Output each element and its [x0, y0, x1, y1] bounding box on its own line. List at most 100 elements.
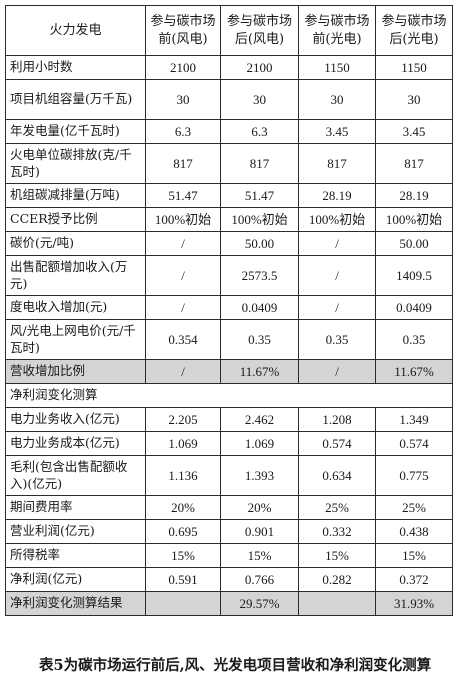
- table-cell: 1.136: [145, 455, 221, 496]
- table-row: 营业利润(亿元) 0.695 0.901 0.332 0.438: [5, 519, 453, 544]
- table-cell: 100%初始: [220, 207, 299, 232]
- table-row-highlight: 净利润变化测算结果 29.57% 31.93%: [5, 591, 453, 616]
- table-cell: 30: [145, 79, 221, 120]
- table-cell: /: [298, 295, 376, 320]
- table-cell: 2573.5: [220, 255, 299, 296]
- table-row: 净利润(亿元) 0.591 0.766 0.282 0.372: [5, 567, 453, 592]
- table-cell: 51.47: [220, 183, 299, 208]
- row-label: 营收增加比例: [5, 359, 146, 384]
- table-cell: 31.93%: [375, 591, 453, 616]
- row-label: 度电收入增加(元): [5, 295, 146, 320]
- table-cell: 1.208: [298, 407, 376, 432]
- table-row: 毛利(包含出售配额收入)(亿元) 1.136 1.393 0.634 0.775: [5, 455, 453, 496]
- table-cell: 100%初始: [375, 207, 453, 232]
- table-cell: 0.354: [145, 319, 221, 360]
- table-cell: 0.775: [375, 455, 453, 496]
- row-label: 期间费用率: [5, 495, 146, 520]
- table-row: 利用小时数 2100 2100 1150 1150: [5, 55, 453, 80]
- table-cell: 30: [220, 79, 299, 120]
- table-cell: 50.00: [375, 231, 453, 256]
- row-label: CCER授予比例: [5, 207, 146, 232]
- table-cell: 28.19: [298, 183, 376, 208]
- table-cell: [298, 591, 376, 616]
- row-label: 机组碳减排量(万吨): [5, 183, 146, 208]
- table-cell: 100%初始: [145, 207, 221, 232]
- row-label: 年发电量(亿千瓦时): [5, 119, 146, 144]
- table-cell: 1.069: [220, 431, 299, 456]
- table-cell: 2.205: [145, 407, 221, 432]
- table-cell: 3.45: [375, 119, 453, 144]
- row-label: 利用小时数: [5, 55, 146, 80]
- table-cell: 2100: [220, 55, 299, 80]
- row-label: 火电单位碳排放(克/千瓦时): [5, 143, 146, 184]
- row-label: 营业利润(亿元): [5, 519, 146, 544]
- table-cell: 11.67%: [375, 359, 453, 384]
- table-row: 度电收入增加(元) / 0.0409 / 0.0409: [5, 295, 453, 320]
- row-label: 所得税率: [5, 543, 146, 568]
- column-header: 参与碳市场前(风电): [145, 5, 221, 56]
- table-cell: /: [145, 295, 221, 320]
- table-cell: 11.67%: [220, 359, 299, 384]
- row-label: 风/光电上网电价(元/千瓦时): [5, 319, 146, 360]
- table-cell: 15%: [298, 543, 376, 568]
- table-cell: 6.3: [220, 119, 299, 144]
- table-cell: 0.282: [298, 567, 376, 592]
- table-cell: 0.634: [298, 455, 376, 496]
- table-cell: 100%初始: [298, 207, 376, 232]
- table-cell: 1150: [375, 55, 453, 80]
- row-label: 碳价(元/吨): [5, 231, 146, 256]
- table-row: CCER授予比例 100%初始 100%初始 100%初始 100%初始: [5, 207, 453, 232]
- table-cell: 0.574: [298, 431, 376, 456]
- table-cell: 30: [298, 79, 376, 120]
- table-cell: 0.35: [220, 319, 299, 360]
- row-label: 毛利(包含出售配额收入)(亿元): [5, 455, 146, 496]
- data-table: 火力发电 参与碳市场前(风电) 参与碳市场后(风电) 参与碳市场前(光电) 参与…: [5, 5, 453, 616]
- table-cell: 0.0409: [220, 295, 299, 320]
- table-cell: 25%: [298, 495, 376, 520]
- table-row: 项目机组容量(万千瓦) 30 30 30 30: [5, 79, 453, 120]
- table-cell: 1.349: [375, 407, 453, 432]
- table-cell: 25%: [375, 495, 453, 520]
- row-label: 电力业务成本(亿元): [5, 431, 146, 456]
- section-label: 净利润变化测算: [5, 383, 453, 408]
- column-header: 参与碳市场后(风电): [220, 5, 299, 56]
- table-row: 火电单位碳排放(克/千瓦时) 817 817 817 817: [5, 143, 453, 184]
- table-cell: 20%: [145, 495, 221, 520]
- table-cell: 1150: [298, 55, 376, 80]
- table-cell: /: [298, 359, 376, 384]
- table-cell: 51.47: [145, 183, 221, 208]
- table-cell: 0.35: [298, 319, 376, 360]
- table-cell: 0.901: [220, 519, 299, 544]
- table-cell: 2100: [145, 55, 221, 80]
- table-cell: /: [145, 359, 221, 384]
- corner-header: 火力发电: [5, 5, 146, 56]
- table-row: 出售配额增加收入(万元) / 2573.5 / 1409.5: [5, 255, 453, 296]
- column-header: 参与碳市场前(光电): [298, 5, 376, 56]
- table-row: 期间费用率 20% 20% 25% 25%: [5, 495, 453, 520]
- table-row: 风/光电上网电价(元/千瓦时) 0.354 0.35 0.35 0.35: [5, 319, 453, 360]
- table-cell: 15%: [220, 543, 299, 568]
- table-row: 年发电量(亿千瓦时) 6.3 6.3 3.45 3.45: [5, 119, 453, 144]
- table-cell: 3.45: [298, 119, 376, 144]
- table-cell: 817: [298, 143, 376, 184]
- row-label: 净利润(亿元): [5, 567, 146, 592]
- table-cell: 817: [220, 143, 299, 184]
- table-cell: 1.069: [145, 431, 221, 456]
- table-cell: 0.372: [375, 567, 453, 592]
- table-cell: 29.57%: [220, 591, 299, 616]
- table-row: 碳价(元/吨) / 50.00 / 50.00: [5, 231, 453, 256]
- table-cell: [145, 591, 221, 616]
- table-cell: 30: [375, 79, 453, 120]
- table-row: 电力业务成本(亿元) 1.069 1.069 0.574 0.574: [5, 431, 453, 456]
- table-caption: 表5为碳市场运行前后,风、光发电项目营收和净利润变化测算: [39, 657, 432, 674]
- table-row: 机组碳减排量(万吨) 51.47 51.47 28.19 28.19: [5, 183, 453, 208]
- table-cell: 15%: [375, 543, 453, 568]
- table-cell: /: [145, 231, 221, 256]
- table-cell: 0.591: [145, 567, 221, 592]
- table-cell: 0.574: [375, 431, 453, 456]
- table-cell: 0.695: [145, 519, 221, 544]
- table-cell: 0.766: [220, 567, 299, 592]
- table-cell: /: [145, 255, 221, 296]
- table-cell: 50.00: [220, 231, 299, 256]
- header-row: 火力发电 参与碳市场前(风电) 参与碳市场后(风电) 参与碳市场前(光电) 参与…: [5, 5, 453, 56]
